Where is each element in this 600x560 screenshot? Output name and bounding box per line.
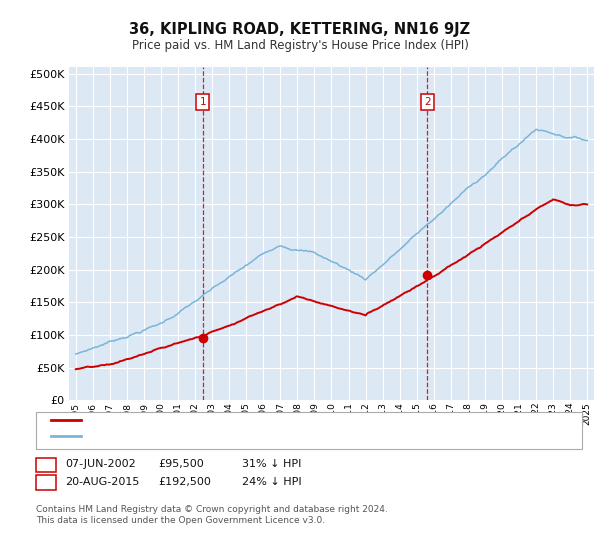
Text: HPI: Average price, detached house, North Northamptonshire: HPI: Average price, detached house, Nort… [88,431,424,441]
Text: 2: 2 [43,477,49,487]
Text: Price paid vs. HM Land Registry's House Price Index (HPI): Price paid vs. HM Land Registry's House … [131,39,469,52]
Text: 24% ↓ HPI: 24% ↓ HPI [242,477,301,487]
Text: £95,500: £95,500 [158,459,203,469]
Text: 20-AUG-2015: 20-AUG-2015 [65,477,139,487]
Text: 36, KIPLING ROAD, KETTERING, NN16 9JZ: 36, KIPLING ROAD, KETTERING, NN16 9JZ [130,22,470,38]
Text: £192,500: £192,500 [158,477,211,487]
Text: 07-JUN-2002: 07-JUN-2002 [65,459,136,469]
Text: 36, KIPLING ROAD, KETTERING, NN16 9JZ (detached house): 36, KIPLING ROAD, KETTERING, NN16 9JZ (d… [88,416,413,425]
Text: 31% ↓ HPI: 31% ↓ HPI [242,459,301,469]
Text: 2: 2 [424,97,431,107]
Text: 1: 1 [199,97,206,107]
Text: Contains HM Land Registry data © Crown copyright and database right 2024.
This d: Contains HM Land Registry data © Crown c… [36,505,388,525]
Text: 1: 1 [43,459,49,469]
